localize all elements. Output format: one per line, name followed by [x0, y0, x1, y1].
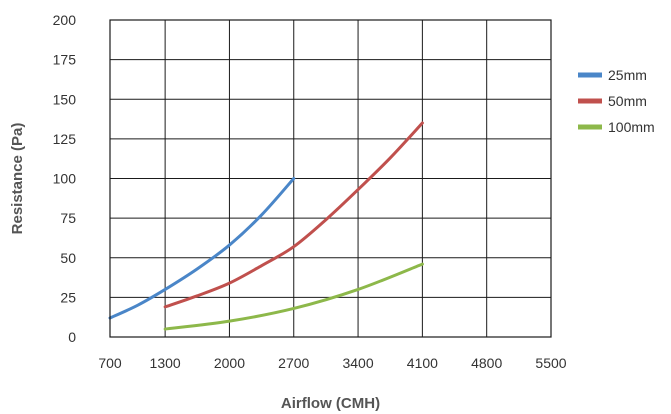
- y-tick-label: 175: [53, 52, 77, 68]
- legend: 25mm 50mm 100mm: [578, 67, 655, 135]
- y-axis-title: Resistance (Pa): [9, 123, 26, 235]
- x-axis-title: Airflow (CMH): [281, 395, 380, 412]
- legend-label-50mm: 50mm: [608, 93, 647, 109]
- y-tick-label: 0: [68, 329, 76, 345]
- x-tick-label: 1300: [150, 355, 181, 371]
- x-tick-label: 700: [98, 355, 122, 371]
- series-line-50mm: [163, 121, 424, 309]
- y-tick-label: 200: [53, 12, 77, 28]
- plot-frame: [109, 19, 552, 338]
- grid-layer: [109, 19, 552, 338]
- x-tick-label: 4800: [471, 355, 502, 371]
- series-line-25mm: [108, 177, 296, 320]
- x-tick-label: 4100: [407, 355, 438, 371]
- x-tick-label: 2700: [278, 355, 309, 371]
- x-tick-label: 2000: [214, 355, 245, 371]
- y-tick-label: 75: [60, 210, 76, 226]
- series-line-100mm: [163, 262, 424, 331]
- y-tick-label: 25: [60, 289, 76, 305]
- y-tick-labels: 0 25 50 75 100 125 150 175 200: [53, 12, 77, 345]
- y-tick-label: 100: [53, 171, 77, 187]
- x-tick-labels: 700 1300 2000 2700 3400 4100 4800 5500: [98, 355, 566, 371]
- series-layer: [108, 121, 424, 331]
- legend-label-100mm: 100mm: [608, 119, 655, 135]
- y-tick-label: 50: [60, 250, 76, 266]
- y-tick-label: 150: [53, 91, 77, 107]
- y-tick-label: 125: [53, 131, 77, 147]
- legend-label-25mm: 25mm: [608, 67, 647, 83]
- x-tick-label: 3400: [342, 355, 373, 371]
- x-tick-label: 5500: [535, 355, 566, 371]
